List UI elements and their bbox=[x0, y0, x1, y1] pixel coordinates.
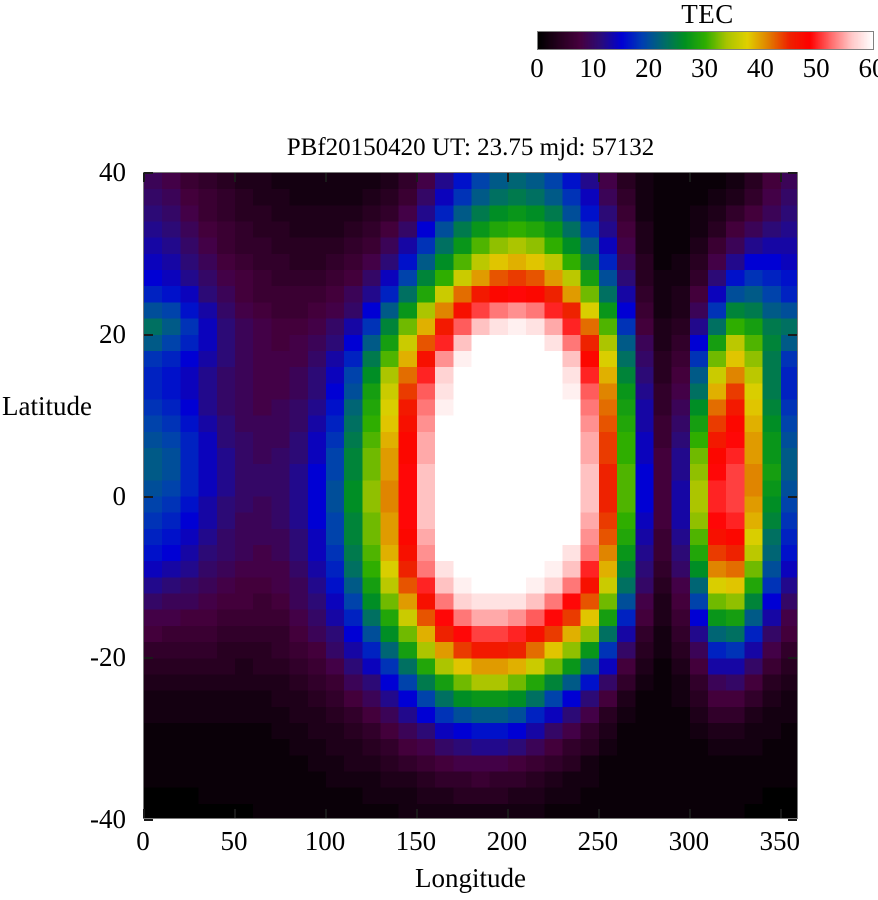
x-axis-tick-label: 250 bbox=[577, 826, 619, 856]
x-axis-tick-mark-top bbox=[234, 173, 236, 182]
x-axis-tick-label: 200 bbox=[486, 826, 528, 856]
colorbar-tick-labels: 0 10 20 30 40 50 60 bbox=[525, 52, 878, 86]
x-axis-tick-label: 150 bbox=[395, 826, 437, 856]
y-axis-tick-label: -40 bbox=[90, 804, 126, 834]
x-axis-tick-mark-top bbox=[780, 173, 782, 182]
x-axis-tick-mark bbox=[143, 809, 145, 818]
y-axis-tick-mark-right bbox=[788, 172, 797, 174]
heatmap-plot-area bbox=[143, 172, 798, 819]
y-axis-tick-label: 0 bbox=[112, 480, 127, 511]
x-axis-tick-mark bbox=[416, 809, 418, 818]
y-axis-tick-label: 40 bbox=[99, 157, 126, 187]
x-axis-tick-mark bbox=[325, 809, 327, 818]
colorbar-tick-label: 20 bbox=[635, 53, 663, 83]
x-axis-tick-mark-top bbox=[598, 173, 600, 182]
y-axis-tick-mark bbox=[144, 819, 153, 821]
x-axis-tick-mark-top bbox=[507, 173, 509, 182]
colorbar-tick-label: 60 bbox=[858, 53, 878, 83]
x-axis-tick-mark bbox=[507, 809, 509, 818]
colorbar-tick-label: 30 bbox=[691, 53, 718, 83]
x-axis-tick-mark bbox=[598, 809, 600, 818]
x-axis-tick-mark-top bbox=[689, 173, 691, 182]
x-axis-tick-mark-top bbox=[325, 173, 327, 182]
colorbar-strip bbox=[537, 31, 874, 50]
x-axis-tick-mark-top bbox=[143, 173, 145, 182]
colorbar-tick-label: 10 bbox=[579, 53, 607, 83]
y-axis-tick-mark-right bbox=[788, 334, 797, 336]
colorbar: TEC 0 10 20 30 40 50 60 bbox=[530, 0, 878, 95]
colorbar-tick-label: 0 bbox=[530, 53, 544, 83]
x-axis-tick-mark bbox=[234, 809, 236, 818]
colorbar-tick-label: 50 bbox=[802, 53, 830, 83]
x-axis-tick-label: 50 bbox=[220, 826, 248, 856]
y-axis-tick-label: -20 bbox=[90, 642, 126, 673]
x-axis-tick-mark bbox=[780, 809, 782, 818]
heatmap-canvas bbox=[144, 173, 797, 818]
y-axis-label: Latitude bbox=[2, 391, 92, 421]
page-title: PBf20150420 UT: 23.75 mjd: 57132 bbox=[286, 134, 655, 161]
x-axis-tick-label: 350 bbox=[759, 826, 801, 856]
x-axis-tick-label: 300 bbox=[668, 826, 710, 856]
colorbar-title: TEC bbox=[681, 0, 734, 29]
x-axis-tick-label: 100 bbox=[304, 826, 346, 856]
y-axis-tick-mark bbox=[144, 657, 153, 659]
x-axis-tick-mark-top bbox=[416, 173, 418, 182]
y-axis-tick-mark-right bbox=[788, 657, 797, 659]
y-axis-tick-mark-right bbox=[788, 819, 797, 821]
y-axis-tick-mark bbox=[144, 334, 153, 336]
y-axis-tick-label: 20 bbox=[99, 318, 126, 349]
y-axis-tick-labels: 40 20 0 -20 -40 bbox=[0, 0, 131, 900]
colorbar-gradient bbox=[538, 32, 873, 49]
x-axis-tick-mark bbox=[689, 809, 691, 818]
y-axis-tick-mark bbox=[144, 496, 153, 498]
y-axis-tick-mark-right bbox=[788, 496, 797, 498]
x-axis-tick-label: 0 bbox=[136, 826, 150, 856]
y-axis-tick-mark bbox=[144, 172, 153, 174]
x-axis-label: Longitude bbox=[415, 863, 526, 893]
colorbar-tick-label: 40 bbox=[746, 53, 774, 83]
x-axis-tick-labels: 0 50 100 150 200 250 300 350 bbox=[0, 0, 878, 856]
